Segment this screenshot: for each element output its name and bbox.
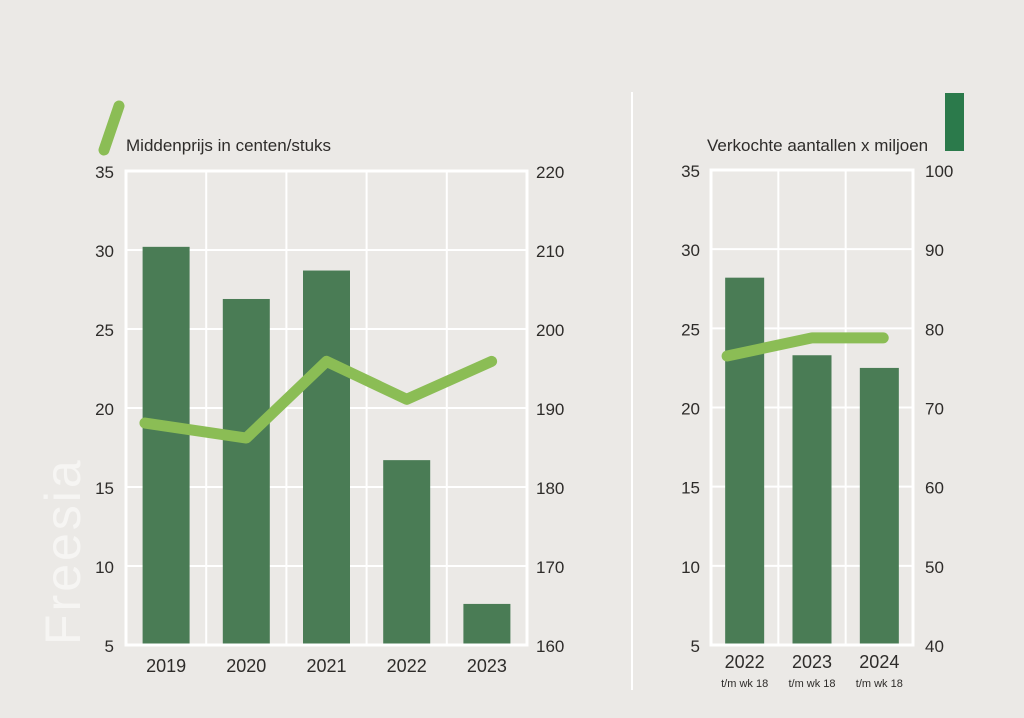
x-axis-tick: 2023 (467, 656, 507, 676)
legend-bar-label: Verkochte aantallen x miljoen (707, 136, 928, 155)
right-axis-tick: 210 (536, 242, 564, 261)
left-axis-tick: 35 (681, 162, 700, 181)
left-axis-tick: 10 (681, 558, 700, 577)
x-axis-tick: 2022 (387, 656, 427, 676)
x-axis-tick: 2019 (146, 656, 186, 676)
right-axis-tick: 90 (925, 241, 944, 260)
x-axis-sublabel: t/m wk 18 (721, 678, 768, 690)
right-axis-tick: 220 (536, 163, 564, 182)
x-axis-tick: 2021 (306, 656, 346, 676)
left-axis-tick: 30 (681, 241, 700, 260)
right-axis-tick: 60 (925, 479, 944, 498)
right-axis-tick: 170 (536, 558, 564, 577)
right-axis-tick: 40 (925, 637, 944, 656)
bar-2022 (725, 277, 765, 644)
right-axis-tick: 180 (536, 479, 564, 498)
right-axis-tick: 200 (536, 321, 564, 340)
x-axis-sublabel: t/m wk 18 (856, 678, 903, 690)
left-axis-tick: 15 (681, 479, 700, 498)
bar-2020 (222, 298, 270, 644)
legend-line-label: Middenprijs in centen/stuks (126, 136, 331, 155)
chart-panel-ytd: 35 100 30 90 25 80 20 70 15 60 10 50 5 40 2022 t/m wk 1… (681, 162, 953, 690)
bar-2023 (792, 355, 832, 644)
x-axis-tick: 2022 (725, 652, 765, 672)
left-axis-tick: 35 (95, 163, 114, 182)
bar-2019 (142, 246, 190, 644)
x-axis-sublabel: t/m wk 18 (788, 678, 835, 690)
chart-panel-yearly: 35 220 30 210 25 200 20 190 15 180 10 170 5 160 2019 20… (95, 163, 564, 676)
legend-bar-swatch (945, 93, 964, 151)
bar-2021 (303, 270, 350, 644)
left-axis-tick: 5 (105, 637, 114, 656)
left-axis-tick: 10 (95, 558, 114, 577)
right-axis-tick: 50 (925, 558, 944, 577)
legend-line-swatch (98, 100, 125, 156)
left-axis-tick: 20 (95, 400, 114, 419)
bar-2022 (383, 460, 431, 644)
bar-2023 (463, 603, 511, 644)
left-axis-tick: 25 (95, 321, 114, 340)
x-axis-tick: 2024 (859, 652, 899, 672)
left-axis-tick: 20 (681, 400, 700, 419)
right-axis-tick: 100 (925, 162, 953, 181)
right-axis-tick: 70 (925, 400, 944, 419)
left-axis-tick: 5 (691, 637, 700, 656)
right-axis-tick: 80 (925, 320, 944, 339)
bar-2024 (859, 367, 899, 644)
right-axis-tick: 190 (536, 400, 564, 419)
right-axis-tick: 160 (536, 637, 564, 656)
left-axis-tick: 30 (95, 242, 114, 261)
left-axis-tick: 25 (681, 320, 700, 339)
x-axis-tick: 2023 (792, 652, 832, 672)
watermark-freesia: Freesia (35, 457, 91, 645)
left-axis-tick: 15 (95, 479, 114, 498)
x-axis-tick: 2020 (226, 656, 266, 676)
